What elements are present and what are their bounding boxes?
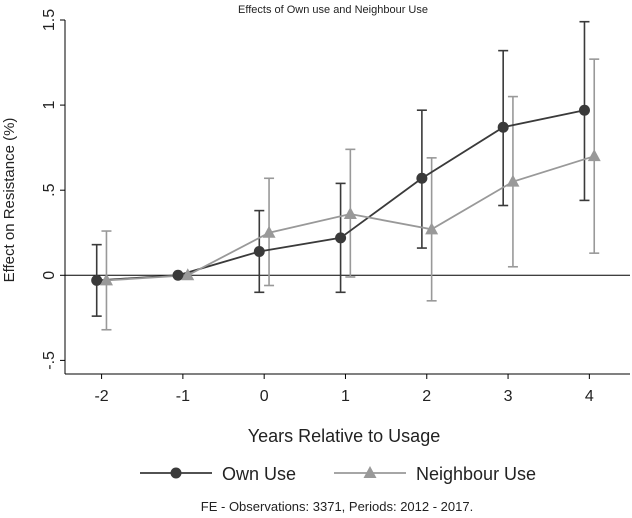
x-tick-label: -2 <box>94 388 108 405</box>
point-neighbour <box>506 174 520 187</box>
point-neighbour <box>99 273 113 286</box>
point-own <box>416 172 428 184</box>
x-tick-label: 1 <box>341 388 350 405</box>
point-neighbour <box>262 225 276 238</box>
y-tick-label: .5 <box>41 183 58 196</box>
x-tick-label: 4 <box>585 388 594 405</box>
point-neighbour <box>425 222 439 235</box>
y-tick-label: 0 <box>41 271 58 280</box>
point-own <box>335 232 347 244</box>
point-neighbour <box>343 207 357 220</box>
legend-neighbour-marker <box>363 466 377 478</box>
legend-neighbour-label: Neighbour Use <box>416 464 536 484</box>
point-own <box>497 121 509 133</box>
point-own <box>253 245 265 257</box>
chart-title: Effects of Own use and Neighbour Use <box>238 4 428 16</box>
chart-note: FE - Observations: 3371, Periods: 2012 -… <box>201 499 473 514</box>
y-axis-label: Effect on Resistance (%) <box>1 118 18 283</box>
x-axis-label: Years Relative to Usage <box>248 426 440 446</box>
legend-own-label: Own Use <box>222 464 296 484</box>
y-tick-label: -.5 <box>41 351 58 370</box>
point-own <box>578 104 590 116</box>
x-tick-label: 3 <box>504 388 513 405</box>
x-tick-label: 2 <box>422 388 431 405</box>
point-own <box>172 269 184 281</box>
x-tick-label: -1 <box>176 388 190 405</box>
y-tick-label: 1 <box>41 101 58 110</box>
point-own <box>91 274 103 286</box>
plot-area: -.5 0 .5 1 1.5 -2 -1 0 1 2 3 4 <box>41 9 630 405</box>
point-neighbour <box>181 268 195 281</box>
point-neighbour <box>587 149 601 162</box>
y-tick-label: 1.5 <box>41 9 58 31</box>
legend-own-marker <box>170 467 182 479</box>
x-tick-label: 0 <box>260 388 269 405</box>
